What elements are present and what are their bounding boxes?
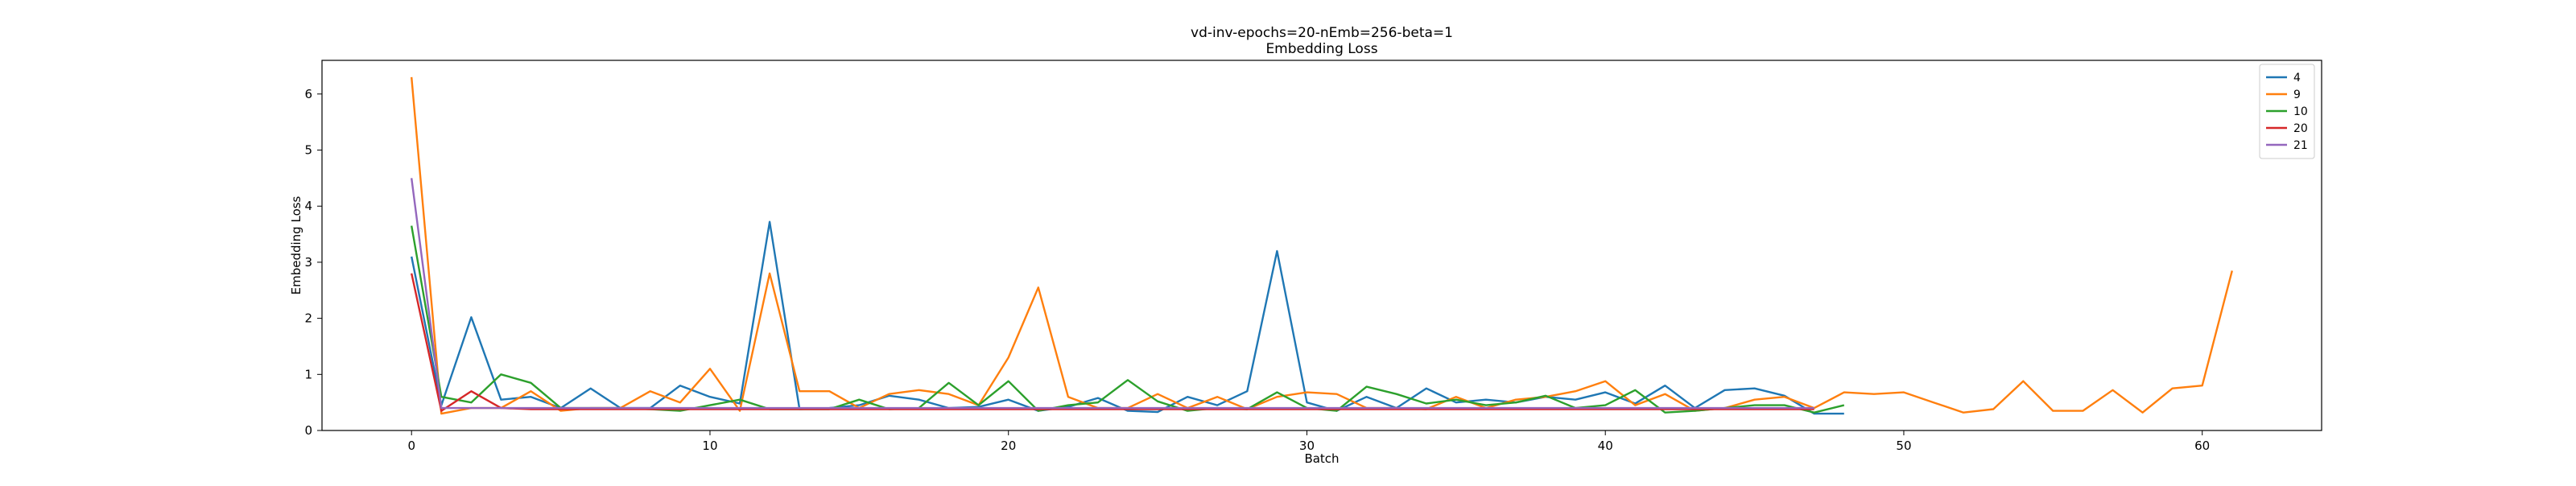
legend-label: 10 — [2293, 105, 2308, 118]
x-tick-label: 60 — [2194, 439, 2210, 453]
x-axis-label: Batch — [1304, 451, 1339, 466]
plot-area — [321, 60, 2322, 431]
x-axis: 0 10 20 30 40 50 60 — [407, 430, 2210, 453]
x-tick-label: 20 — [1001, 439, 1016, 453]
x-tick-label: 50 — [1896, 439, 1911, 453]
chart-title: vd-inv-epochs=20-nEmb=256-beta=1 — [1191, 25, 1453, 41]
y-tick-label: 0 — [304, 423, 312, 438]
x-tick-label: 30 — [1299, 439, 1315, 453]
series-line-9 — [411, 76, 2233, 415]
y-tick-label: 3 — [304, 255, 312, 270]
x-tick-label: 0 — [407, 439, 415, 453]
series-group — [411, 76, 2233, 415]
legend: 4 9 10 20 21 — [2259, 64, 2315, 159]
y-axis-label: Embedding Loss — [289, 196, 303, 294]
legend-label: 21 — [2293, 139, 2308, 152]
chart-subtitle: Embedding Loss — [1265, 41, 1377, 57]
legend-label: 4 — [2293, 72, 2301, 84]
series-line-20 — [411, 273, 1814, 412]
y-tick-label: 4 — [304, 199, 312, 213]
y-tick-label: 5 — [304, 143, 312, 158]
y-axis: 0 1 2 3 4 5 6 — [304, 87, 322, 438]
y-tick-label: 2 — [304, 311, 312, 326]
y-tick-label: 6 — [304, 87, 312, 101]
series-line-21 — [411, 178, 1814, 410]
x-tick-label: 40 — [1598, 439, 1613, 453]
series-line-10 — [411, 225, 1845, 414]
legend-label: 20 — [2293, 122, 2308, 135]
y-tick-label: 1 — [304, 367, 312, 381]
legend-label: 9 — [2293, 89, 2301, 101]
x-tick-label: 10 — [702, 439, 717, 453]
series-line-4 — [411, 220, 1844, 415]
